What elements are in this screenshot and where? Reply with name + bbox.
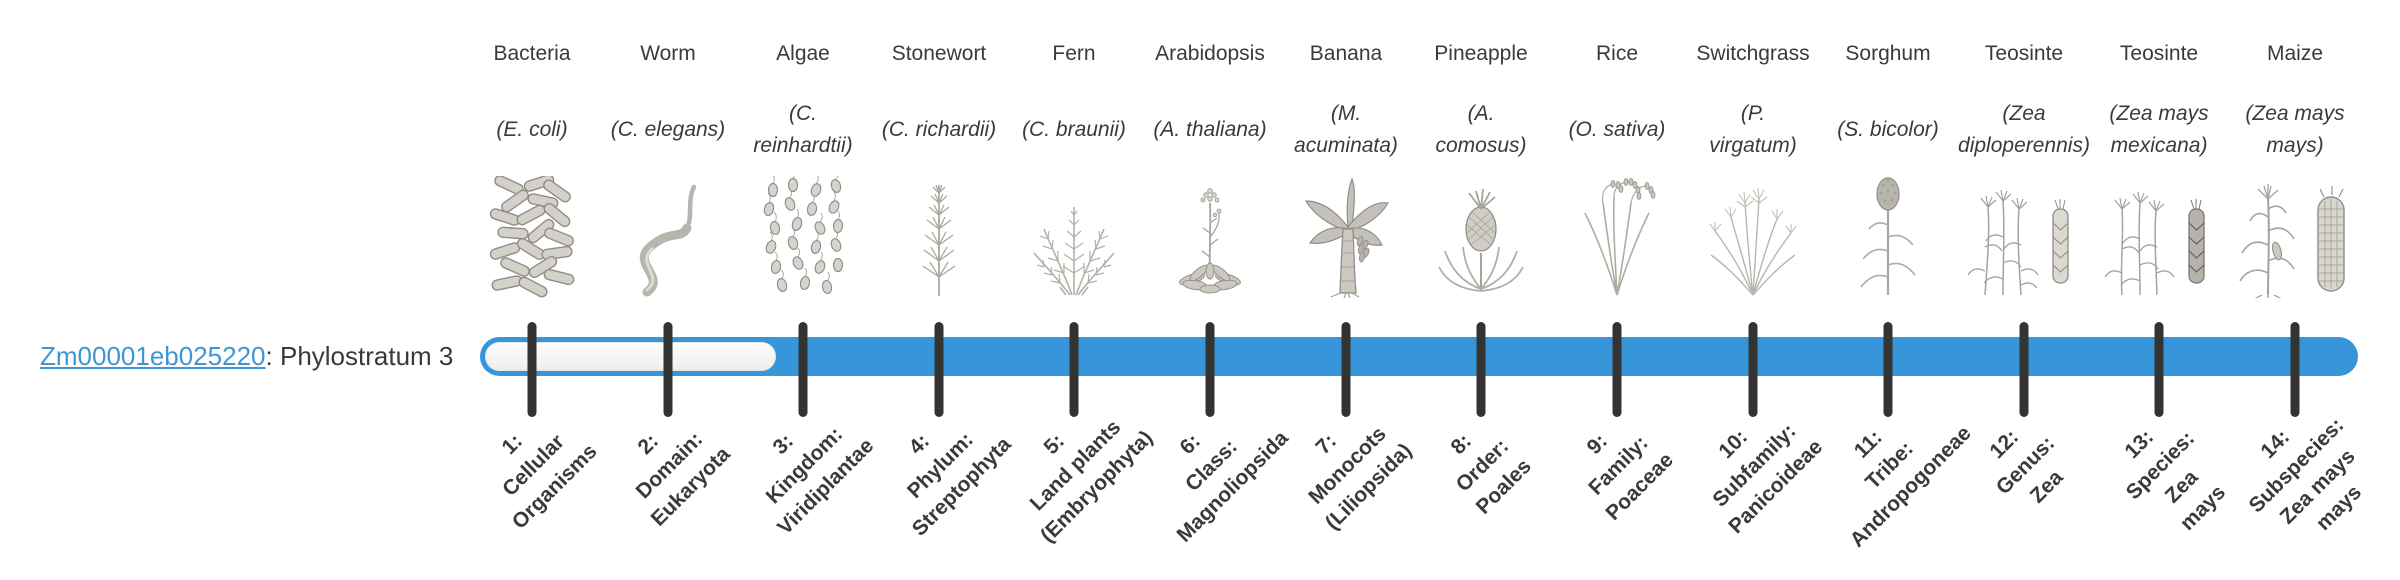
organism-column: Banana (M. acuminata) [1271,40,1421,298]
phylostratum-tick [1748,322,1758,417]
organism-column: Teosinte (Zea mays mexicana) [2084,40,2234,298]
teosinte-diploperennis-illustration [1949,166,2099,298]
phylostratum-tick [663,322,673,417]
switchgrass-illustration [1678,166,1828,298]
worm-illustration [593,166,743,298]
organism-scientific-name: (Zea mays mays) [2245,102,2345,157]
organism-scientific-name: (C. reinhardtii) [753,102,853,157]
phylostratum-label: 5: Land plants (Embryophyta) [1025,415,1158,548]
gene-link[interactable]: Zm00001eb025220 [40,341,266,371]
phylostratum-label: 1: Cellular Organisms [497,429,602,534]
phylostratum-label: 4: Phylum: Streptophyta [903,428,1016,541]
pineapple-illustration [1406,166,1556,298]
organism-name: Worm [640,42,696,65]
phylostratum-tick [527,322,537,417]
organism-column: Maize (Zea mays mays) [2220,40,2370,298]
organism-column: Switchgrass (P. virgatum) [1678,40,1828,298]
phylostratum-tick [1205,322,1215,417]
organism-name: Sorghum [1845,42,1931,65]
organism-column: Fern (C. braunii) [999,40,1149,298]
phylostratum-tick [1069,322,1079,417]
gene-label: Zm00001eb025220: Phylostratum 3 [40,339,453,373]
phylostratum-tick [1476,322,1486,417]
phylostratum-label: 6: Class: Magnoliopsida [1172,426,1293,547]
organism-column: Sorghum (S. bicolor) [1813,40,1963,298]
phylostratum-label: 14: Subspecies: Zea mays mays [2244,413,2367,536]
phylostratum-label: 2: Domain: Eukaryota [631,427,735,531]
organism-name: Fern [1052,42,1096,65]
phylostratum-tick [2290,322,2300,417]
maize-illustration [2220,166,2370,298]
phylostratum-label: 9: Family: Poaceae [1582,429,1678,525]
organism-name: Teosinte [1984,42,2064,65]
phylostratum-label: 3: Kingdom: Viridiplantae [761,422,879,540]
phylostratum-tick [2154,322,2164,417]
organism-name: Teosinte [2119,42,2199,65]
phylostratum-label: 8: Order: Poales [1446,429,1536,519]
organism-scientific-name: (Zea mays mexicana) [2109,102,2209,157]
algae-illustration [728,166,878,298]
organism-name: Pineapple [1434,42,1528,65]
organism-scientific-name: (E. coli) [496,118,568,141]
conservation-bar [480,337,2358,376]
arabidopsis-illustration [1135,166,1285,298]
phylostratum-label: 10: Subfamily: Panicoideae [1708,419,1828,539]
organism-scientific-name: (Zea diploperennis) [1958,102,2090,157]
stonewort-illustration [864,166,1014,298]
teosinte-mexicana-illustration [2084,166,2234,298]
organism-name: Maize [2266,42,2324,65]
phylostratum-label: 12: Genus: Zea [1985,425,2068,508]
organism-column: Stonewort (C. richardii) [864,40,1014,298]
organism-scientific-name: (C. braunii) [1022,118,1126,141]
organism-scientific-name: (S. bicolor) [1837,118,1939,141]
organism-name: Switchgrass [1696,42,1810,65]
phylostratum-tick [798,322,808,417]
organism-column: Arabidopsis (A. thaliana) [1135,40,1285,298]
rice-illustration [1542,166,1692,298]
organism-scientific-name: (A. thaliana) [1153,118,1267,141]
phylostratum-tick [1612,322,1622,417]
banana-illustration [1271,166,1421,298]
organism-scientific-name: (O. sativa) [1568,118,1666,141]
organism-scientific-name: (C. richardii) [881,118,997,141]
organism-name: Banana [1309,42,1383,65]
phylostratum-label: 11: Tribe: Andropogoneae [1845,421,1976,552]
fern-illustration [999,166,1149,298]
organism-name: Arabidopsis [1155,42,1265,65]
organism-name: Rice [1595,42,1638,65]
organism-scientific-name: (P. virgatum) [1709,102,1797,157]
organism-column: Algae (C. reinhardtii) [728,40,878,298]
organism-column: Pineapple (A. comosus) [1406,40,1556,298]
phylostratum-tick [1341,322,1351,417]
gene-phylostratum-text: : Phylostratum 3 [265,341,454,371]
phylostratum-tick [934,322,944,417]
sorghum-illustration [1813,166,1963,298]
organism-name: Stonewort [891,42,987,65]
organism-scientific-name: (C. elegans) [610,118,726,141]
organism-column: Rice (O. sativa) [1542,40,1692,298]
organism-name: Algae [776,42,830,65]
organism-column: Worm (C. elegans) [593,40,743,298]
phylostratum-tick [1883,322,1893,417]
organism-column: Teosinte (Zea diploperennis) [1949,40,2099,298]
organism-scientific-name: (M. acuminata) [1294,102,1398,157]
organism-name: Bacteria [493,42,571,65]
organism-scientific-name: (A. comosus) [1435,102,1527,157]
phylostratum-label: 7: Monocots (Liliopsida) [1304,422,1417,535]
bacteria-illustration [457,166,607,298]
phylostratum-tick [2019,322,2029,417]
organism-column: Bacteria (E. coli) [457,40,607,298]
